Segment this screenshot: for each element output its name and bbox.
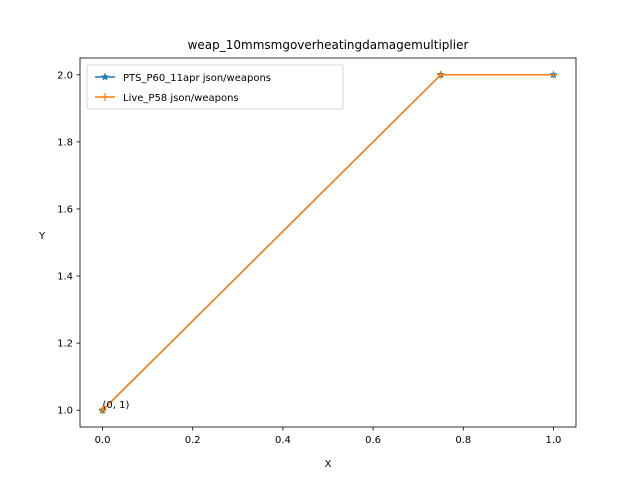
y-tick-label: 1.0 xyxy=(57,406,73,417)
y-tick-label: 2.0 xyxy=(57,70,73,81)
legend: PTS_P60_11apr json/weapons Live_P58 json/… xyxy=(86,64,344,110)
x-axis-ticks: 0.0 0.2 0.4 0.6 0.8 1.0 xyxy=(95,427,562,446)
y-tick-label: 1.8 xyxy=(57,137,73,148)
y-axis-ticks: 1.0 1.2 1.4 1.6 1.8 2.0 xyxy=(57,70,80,417)
series xyxy=(98,70,558,415)
series-point xyxy=(436,70,445,79)
x-tick-label: 1.0 xyxy=(546,435,562,446)
x-tick-label: 0.6 xyxy=(365,435,381,446)
x-tick-label: 0.0 xyxy=(95,435,111,446)
series-point xyxy=(549,70,558,79)
axes-frame xyxy=(79,57,577,428)
x-axis-label: X xyxy=(325,459,332,470)
legend-label: Live_P58 json/weapons xyxy=(123,93,239,104)
series-point xyxy=(100,72,110,81)
data-annotation: (0, 1) xyxy=(103,400,130,411)
series-layer xyxy=(98,70,558,415)
series-point xyxy=(101,93,109,101)
legend-box xyxy=(86,64,344,110)
annotations: (0, 1) xyxy=(103,400,130,411)
y-tick-label: 1.6 xyxy=(57,204,73,215)
y-axis-label: Y xyxy=(38,231,46,242)
y-tick-label: 1.2 xyxy=(57,339,73,350)
chart-title: weap_10mmsmgoverheatingdamagemultiplier xyxy=(188,38,469,52)
x-tick-label: 0.4 xyxy=(275,435,291,446)
legend-label: PTS_P60_11apr json/weapons xyxy=(123,73,271,84)
x-tick-label: 0.8 xyxy=(455,435,471,446)
x-tick-label: 0.2 xyxy=(185,435,201,446)
series-point xyxy=(98,406,107,415)
y-tick-label: 1.4 xyxy=(57,272,73,283)
